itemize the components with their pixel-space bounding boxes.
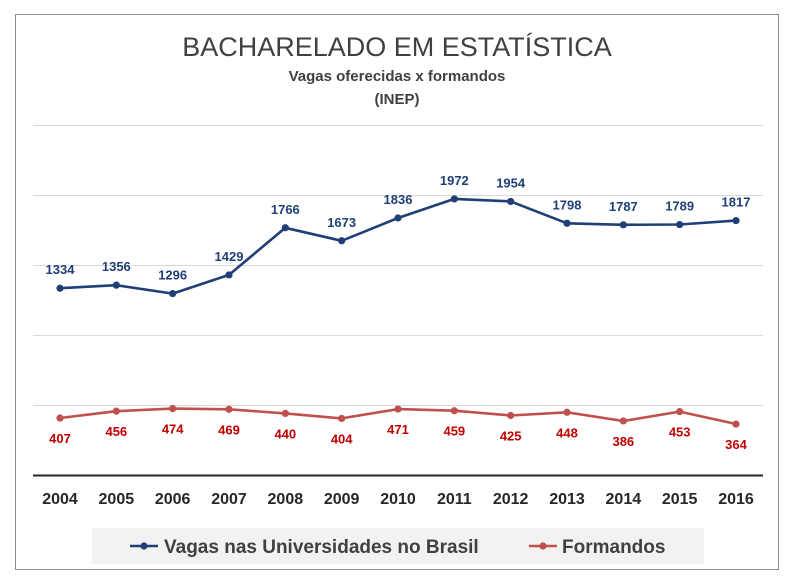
data-point (394, 214, 402, 222)
data-point (676, 220, 684, 229)
legend-marker (140, 542, 148, 550)
data-label: 1798 (553, 197, 582, 212)
data-label: 404 (331, 431, 353, 446)
data-label: 425 (500, 429, 522, 444)
data-label: 459 (443, 424, 465, 439)
legend-label: Vagas nas Universidades no Brasil (164, 537, 479, 558)
grid-lines (33, 125, 763, 406)
x-tick-label: 2012 (493, 491, 529, 508)
data-point (732, 217, 740, 225)
data-point (676, 407, 684, 416)
data-point (394, 405, 402, 413)
data-label: 1954 (496, 175, 526, 190)
data-label: 407 (49, 431, 71, 446)
data-point (281, 224, 289, 232)
x-tick-label: 2004 (42, 491, 78, 508)
data-point (563, 219, 571, 227)
data-point (112, 407, 120, 415)
data-label: 474 (162, 422, 184, 437)
data-label: 453 (669, 425, 691, 440)
data-label: 1334 (46, 262, 76, 277)
data-point (112, 281, 120, 289)
legend-box (92, 528, 704, 564)
data-label: 1673 (327, 215, 356, 230)
data-label: 1817 (722, 195, 751, 210)
x-tick-label: 2011 (437, 491, 472, 508)
data-labels: 1334 1356 1296 1429 1766 1673 1836 1972 1954 1798… (46, 173, 751, 452)
series-layer (56, 195, 740, 428)
data-label: 1972 (440, 173, 469, 188)
data-label: 1787 (609, 199, 638, 214)
data-point (225, 271, 233, 279)
chart-title: BACHARELADO EM ESTATÍSTICA (182, 32, 612, 62)
data-label: 1296 (158, 268, 187, 283)
data-label: 364 (725, 437, 747, 452)
data-label: 469 (218, 422, 240, 437)
data-point (563, 408, 571, 416)
x-tick-label: 2008 (268, 491, 304, 508)
data-label: 1836 (384, 192, 413, 207)
x-tick-label: 2016 (718, 491, 754, 508)
x-axis: 2004 2005 2006 2007 2008 2009 2010 2011 2012 2013… (33, 474, 763, 508)
x-tick-label: 2014 (606, 491, 642, 508)
data-point (450, 407, 458, 415)
data-point (619, 221, 627, 229)
data-point (56, 284, 64, 292)
legend-label: Formandos (562, 537, 665, 558)
data-label: 1789 (665, 199, 694, 214)
x-tick-label: 2009 (324, 491, 360, 508)
data-point (338, 414, 346, 423)
chart-source: (INEP) (375, 91, 420, 108)
data-point (169, 289, 177, 298)
data-label: 1429 (215, 249, 244, 264)
data-point (507, 197, 515, 206)
data-point (225, 405, 233, 413)
data-label: 386 (612, 434, 634, 449)
data-point (619, 417, 627, 425)
data-point (281, 409, 289, 417)
data-point (338, 237, 346, 245)
x-tick-label: 2013 (549, 491, 585, 508)
data-label: 1356 (102, 259, 131, 274)
data-label: 456 (105, 424, 127, 439)
x-tick-label: 2015 (662, 491, 698, 508)
data-point (169, 405, 177, 413)
chart-subtitle: Vagas oferecidas x formandos (289, 68, 506, 85)
chart-frame (15, 14, 779, 570)
data-point (732, 420, 740, 428)
data-label: 448 (556, 425, 578, 440)
x-tick-label: 2005 (99, 491, 135, 508)
data-point (507, 411, 515, 420)
data-label: 1766 (271, 202, 300, 217)
x-tick-label: 2006 (155, 491, 191, 508)
data-point (56, 414, 64, 422)
legend: Vagas nas Universidades no Brasil Formand… (92, 528, 704, 564)
x-tick-label: 2010 (380, 491, 416, 508)
data-point (450, 195, 458, 203)
data-label: 440 (274, 426, 296, 441)
data-label: 471 (387, 422, 409, 437)
x-tick-label: 2007 (211, 491, 247, 508)
legend-marker (539, 542, 547, 550)
